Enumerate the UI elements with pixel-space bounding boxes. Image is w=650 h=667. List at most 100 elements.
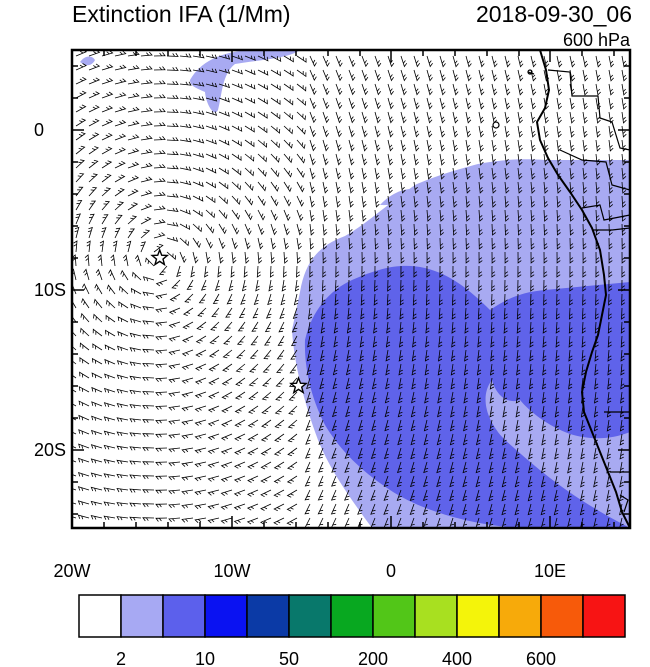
wind-barb [491, 237, 496, 250]
lat-label-0: 0 [34, 120, 44, 140]
wind-barb [413, 97, 420, 110]
wind-barb [281, 279, 287, 292]
wind-barb [541, 391, 547, 404]
wind-barb [423, 447, 429, 460]
wind-barb [426, 237, 431, 250]
wind-barb [286, 503, 298, 512]
wind-barb [543, 223, 548, 236]
colorbar-labels: 2 10 50 200 400 600 [116, 649, 556, 667]
wind-barb [72, 330, 77, 337]
wind-barb [260, 489, 272, 498]
wind-barb [257, 139, 268, 148]
wind-barb [554, 447, 559, 460]
wind-barb [593, 447, 598, 460]
wind-barb [320, 321, 326, 334]
wind-barb [181, 461, 194, 467]
wind-barb [452, 55, 459, 68]
wind-barb [529, 335, 534, 348]
wind-barb [514, 461, 520, 474]
wind-barb [205, 195, 216, 204]
wind-barb [309, 139, 317, 152]
wind-barb [410, 447, 416, 460]
wind-barb [296, 125, 306, 135]
wind-barb [556, 97, 562, 110]
wind-barb [373, 321, 378, 334]
wind-barb [384, 433, 390, 446]
wind-barb [400, 111, 407, 124]
wind-barb [335, 181, 342, 194]
wind-barb [116, 445, 129, 450]
wind-barb [541, 419, 546, 432]
wind-barb [361, 237, 366, 250]
wind-barb [194, 447, 207, 454]
wind-barb [155, 419, 168, 424]
wind-barb [620, 321, 625, 334]
wind-barb [475, 461, 481, 474]
wind-barb [503, 349, 508, 362]
wind-barb [374, 209, 380, 222]
wind-barb [116, 502, 129, 507]
wind-barb [129, 389, 142, 395]
wind-barb [230, 265, 235, 278]
wind-barb [127, 161, 140, 169]
wind-barb [288, 391, 298, 401]
wind-barb [168, 391, 181, 397]
wind-barb [413, 125, 420, 138]
wind-barb [114, 64, 127, 71]
wind-barb [244, 237, 251, 250]
wind-barb [309, 237, 315, 250]
wind-barb [374, 251, 379, 264]
wind-barb [237, 321, 246, 332]
wind-barb [397, 447, 403, 460]
coastline [535, 50, 630, 528]
wind-barb [608, 293, 613, 306]
wind-barb [244, 139, 255, 148]
wind-barb [331, 475, 337, 487]
wind-barb [514, 503, 520, 516]
wind-barb [317, 517, 324, 528]
wind-barb [205, 82, 218, 88]
wind-barb [283, 83, 294, 92]
wind-barb [374, 237, 379, 250]
wind-barb [296, 153, 306, 164]
wind-barb [411, 377, 416, 390]
wind-barb [309, 265, 314, 278]
wind-barb [412, 335, 417, 348]
wind-barb [439, 237, 444, 250]
wind-barb [335, 83, 343, 96]
wind-barb [361, 265, 366, 278]
wind-barb [304, 503, 311, 515]
wind-barb [491, 167, 497, 180]
wind-barb [515, 433, 520, 446]
lat-label-10s: 10S [34, 280, 66, 300]
wind-barb [478, 167, 484, 180]
wind-barb [358, 377, 364, 390]
wind-barb [384, 391, 390, 404]
wind-barb [569, 55, 576, 68]
wind-barb [103, 459, 116, 464]
wind-barb [305, 433, 311, 445]
wind-barb [387, 69, 395, 82]
wind-barb [501, 461, 507, 474]
wind-barb [504, 167, 510, 180]
wind-barb [606, 433, 612, 446]
wind-barb [168, 363, 181, 370]
wind-barb [476, 419, 481, 432]
wind-barb [305, 391, 312, 404]
wind-barb [155, 475, 168, 480]
lon-label-0: 0 [386, 561, 396, 581]
wind-barb [155, 279, 168, 287]
wind-barb [425, 321, 430, 334]
wind-barb [608, 153, 614, 166]
wind-barb [309, 111, 317, 124]
wind-barb [361, 139, 368, 152]
wind-barb [86, 240, 91, 253]
wind-barb [488, 489, 494, 502]
wind-barb [348, 251, 353, 264]
wind-barb [192, 68, 205, 73]
wind-barb [345, 405, 351, 418]
wind-barb [621, 265, 626, 278]
wind-barb [517, 125, 523, 138]
wind-barb [117, 316, 129, 323]
wind-barb [309, 153, 316, 166]
